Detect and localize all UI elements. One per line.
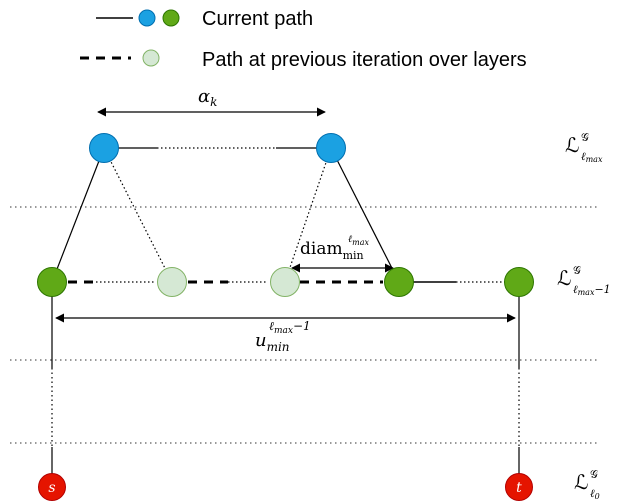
layer-label-bottom: ℒ 𝒢 ℓ0 bbox=[574, 468, 600, 501]
pale-node-2 bbox=[271, 268, 300, 297]
legend-current-path-label: Current path bbox=[202, 8, 313, 30]
svg-text:ℓmax−1: ℓmax−1 bbox=[573, 283, 611, 297]
svg-text:ℒ: ℒ bbox=[574, 470, 588, 494]
svg-text:𝒢: 𝒢 bbox=[581, 131, 589, 144]
legend-green-node bbox=[163, 10, 179, 26]
layer-label-top: ℒ 𝒢 ℓmax bbox=[565, 131, 603, 164]
svg-text:ℒ: ℒ bbox=[557, 266, 571, 290]
svg-text:ℓ0: ℓ0 bbox=[590, 487, 600, 501]
blue-node-right bbox=[317, 134, 346, 163]
svg-text:𝒢: 𝒢 bbox=[590, 468, 598, 481]
green-node-left bbox=[38, 268, 67, 297]
pale-node-1 bbox=[158, 268, 187, 297]
edge-blue-right-to-pale bbox=[285, 148, 331, 282]
svg-text:ℒ: ℒ bbox=[565, 133, 579, 157]
legend-previous-path-label: Path at previous iteration over layers bbox=[202, 49, 527, 71]
legend-pale-node bbox=[143, 50, 159, 66]
edge-blue-right-to-green bbox=[331, 148, 399, 282]
blue-node-left bbox=[90, 134, 119, 163]
green-node-middle bbox=[385, 268, 414, 297]
legend-blue-node bbox=[139, 10, 155, 26]
edge-blue-left-to-pale bbox=[104, 148, 172, 282]
diam-superscript: ℓmax bbox=[348, 234, 370, 247]
u-min-superscript: ℓmax−1 bbox=[269, 319, 311, 336]
edge-blue-left-to-green bbox=[52, 148, 104, 282]
target-label: t bbox=[516, 480, 522, 496]
svg-text:ℓmax: ℓmax bbox=[581, 150, 603, 164]
alpha-label: αk bbox=[198, 86, 217, 109]
legend: Current path Path at previous iteration … bbox=[80, 8, 527, 71]
svg-text:𝒢: 𝒢 bbox=[573, 264, 581, 277]
layer-label-middle: ℒ 𝒢 ℓmax−1 bbox=[557, 264, 611, 297]
source-label: s bbox=[48, 480, 55, 496]
green-node-right bbox=[505, 268, 534, 297]
